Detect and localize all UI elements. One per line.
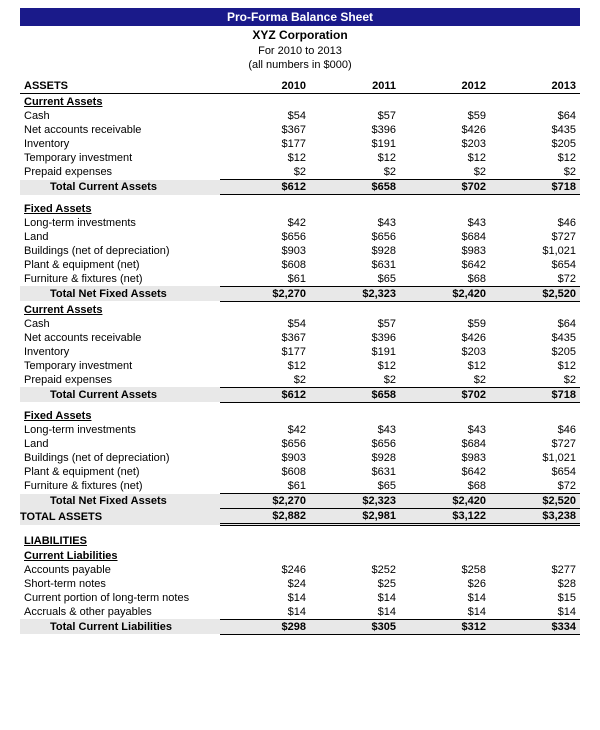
total-net-fixed-assets-1: Total Net Fixed Assets$2,270$2,323$2,420… [20, 286, 580, 301]
total-current-liabilities: Total Current Liabilities$298$305$312$33… [20, 619, 580, 634]
table-row: Plant & equipment (net)$608$631$642$654 [20, 258, 580, 272]
balance-sheet-table: ASSETS 2010 2011 2012 2013 Current Asset… [20, 79, 580, 635]
fixed-assets-head-2: Fixed Assets [20, 408, 580, 423]
current-liabilities-head: Current Liabilities [20, 548, 580, 563]
table-row: Accruals & other payables$14$14$14$14 [20, 605, 580, 620]
total-net-fixed-assets-2: Total Net Fixed Assets$2,270$2,323$2,420… [20, 494, 580, 509]
liabilities-head: LIABILITIES [20, 531, 580, 548]
table-row: Land$656$656$684$727 [20, 437, 580, 451]
table-row: Furniture & fixtures (net)$61$65$68$72 [20, 272, 580, 287]
table-row: Prepaid expenses$2$2$2$2 [20, 373, 580, 388]
table-row: Temporary investment$12$12$12$12 [20, 151, 580, 165]
current-assets-head-1: Current Assets [20, 94, 580, 110]
year-2012: 2012 [400, 79, 490, 94]
table-row: Inventory$177$191$203$205 [20, 345, 580, 359]
document-title: Pro-Forma Balance Sheet [20, 8, 580, 26]
total-current-assets-2: Total Current Assets$612$658$702$718 [20, 387, 580, 402]
year-2011: 2011 [310, 79, 400, 94]
assets-header: ASSETS [20, 79, 220, 94]
table-row: Furniture & fixtures (net)$61$65$68$72 [20, 479, 580, 494]
year-2010: 2010 [220, 79, 310, 94]
table-row: Plant & equipment (net)$608$631$642$654 [20, 465, 580, 479]
header-row: ASSETS 2010 2011 2012 2013 [20, 79, 580, 94]
table-row: Cash$54$57$59$64 [20, 317, 580, 331]
total-assets-row: TOTAL ASSETS$2,882$2,981$3,122$3,238 [20, 509, 580, 525]
company-name: XYZ Corporation [20, 26, 580, 44]
table-row: Long-term investments$42$43$43$46 [20, 216, 580, 230]
table-row: Net accounts receivable$367$396$426$435 [20, 123, 580, 137]
table-row: Current portion of long-term notes$14$14… [20, 591, 580, 605]
period-label: For 2010 to 2013 [20, 44, 580, 58]
units-label: (all numbers in $000) [20, 58, 580, 79]
table-row: Inventory$177$191$203$205 [20, 137, 580, 151]
table-row: Net accounts receivable$367$396$426$435 [20, 331, 580, 345]
current-assets-head-2: Current Assets [20, 301, 580, 317]
year-2013: 2013 [490, 79, 580, 94]
total-current-assets-1: Total Current Assets$612$658$702$718 [20, 180, 580, 195]
table-row: Land$656$656$684$727 [20, 230, 580, 244]
table-row: Cash$54$57$59$64 [20, 109, 580, 123]
table-row: Buildings (net of depreciation)$903$928$… [20, 451, 580, 465]
table-row: Prepaid expenses$2$2$2$2 [20, 165, 580, 180]
table-row: Short-term notes$24$25$26$28 [20, 577, 580, 591]
table-row: Accounts payable$246$252$258$277 [20, 563, 580, 577]
table-row: Long-term investments$42$43$43$46 [20, 423, 580, 437]
fixed-assets-head-1: Fixed Assets [20, 201, 580, 216]
table-row: Temporary investment$12$12$12$12 [20, 359, 580, 373]
table-row: Buildings (net of depreciation)$903$928$… [20, 244, 580, 258]
